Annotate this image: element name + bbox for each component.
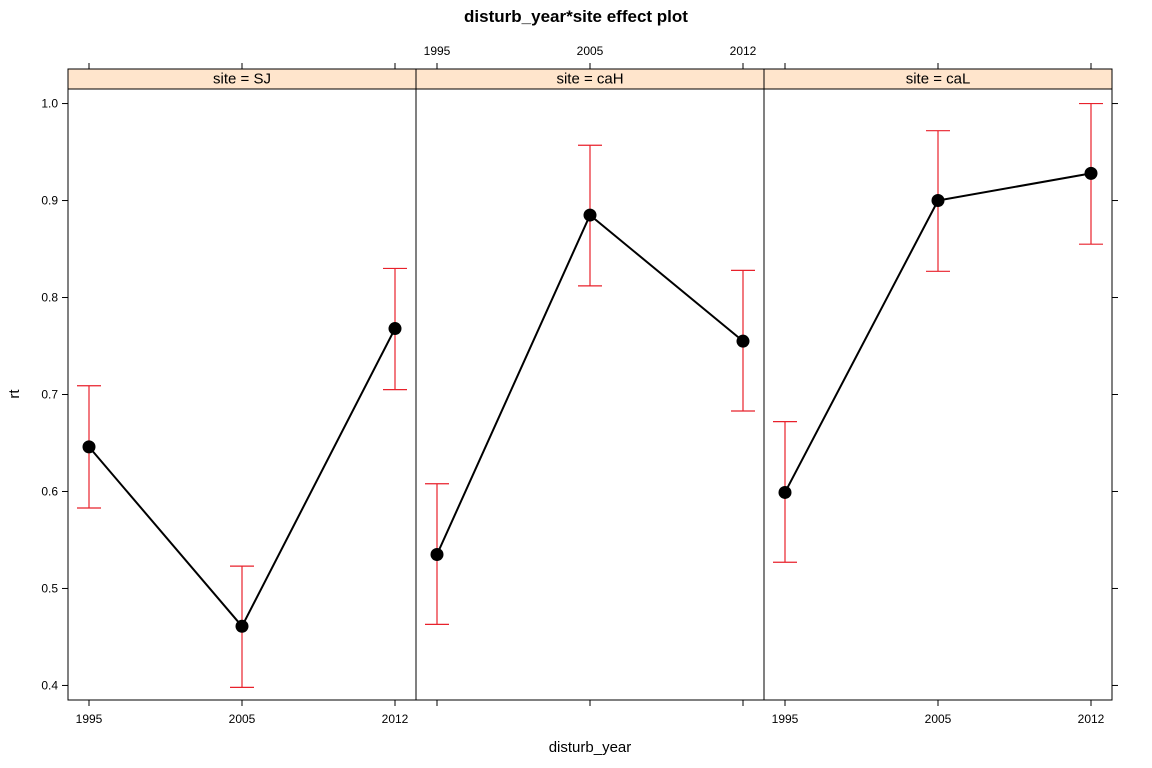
x-tick-label-bottom: 2005: [229, 712, 256, 726]
x-tick-label-bottom: 1995: [772, 712, 799, 726]
panel: site = SJ: [67, 63, 417, 706]
y-tick-label: 0.5: [41, 581, 58, 595]
y-tick-label: 1.0: [41, 97, 58, 111]
y-tick-label: 0.8: [41, 291, 58, 305]
x-tick-label-bottom: 2005: [925, 712, 952, 726]
panel: site = caL: [763, 63, 1113, 706]
data-point: [235, 619, 249, 633]
x-tick-label-bottom: 1995: [76, 712, 103, 726]
data-point: [388, 322, 402, 336]
data-point: [430, 548, 444, 562]
x-tick-label-top: 2012: [730, 44, 757, 58]
x-axis-title: disturb_year: [549, 739, 632, 756]
panel-strip-label: site = caH: [556, 71, 623, 88]
data-point: [736, 334, 750, 348]
y-axis-title: rt: [6, 389, 23, 399]
data-point: [1084, 166, 1098, 180]
x-tick-label-top: 1995: [424, 44, 451, 58]
x-tick-label-top: 2005: [577, 44, 604, 58]
data-point: [778, 485, 792, 499]
data-point: [583, 208, 597, 222]
x-tick-label-bottom: 2012: [1078, 712, 1105, 726]
plot-layer: 0.4 0.5 0.6 0.7 0.8 0.9 1.0 site = SJ 1995 2005 20…: [41, 44, 1118, 726]
y-tick-label: 0.4: [41, 678, 58, 692]
y-tick-label: 0.9: [41, 194, 58, 208]
panel: site = caH: [415, 63, 765, 706]
data-point: [82, 440, 96, 454]
chart-title: disturb_year*site effect plot: [464, 7, 688, 26]
y-tick-label: 0.6: [41, 484, 58, 498]
data-point: [931, 194, 945, 208]
panel-strip-label: site = caL: [906, 71, 971, 88]
panel-strip-label: site = SJ: [213, 71, 271, 88]
x-tick-label-bottom: 2012: [382, 712, 409, 726]
y-tick-label: 0.7: [41, 388, 58, 402]
